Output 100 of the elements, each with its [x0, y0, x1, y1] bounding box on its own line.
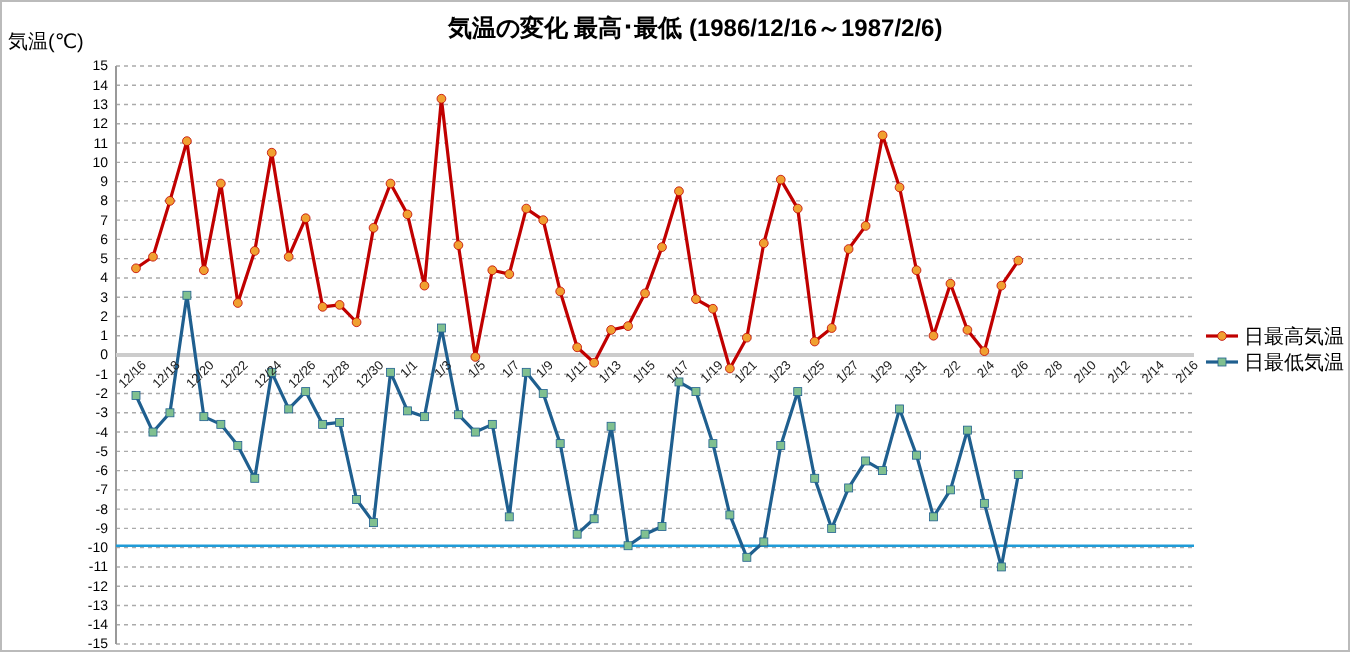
- point: [283, 251, 294, 262]
- point: [826, 323, 837, 333]
- point: [266, 147, 277, 158]
- point: [148, 251, 158, 262]
- point: [352, 495, 361, 504]
- point: [911, 265, 922, 276]
- point: [640, 529, 650, 539]
- point: [827, 524, 837, 533]
- point: [946, 485, 955, 495]
- point: [809, 336, 820, 347]
- point: [945, 278, 956, 289]
- point: [623, 541, 633, 551]
- point: [843, 244, 854, 254]
- point: [691, 387, 701, 397]
- point: [402, 209, 413, 220]
- point: [385, 178, 396, 189]
- point: [996, 562, 1006, 572]
- point: [691, 294, 701, 304]
- point: [216, 178, 226, 189]
- point: [996, 280, 1007, 291]
- legend-label: 日最低気温: [1244, 351, 1344, 375]
- point: [979, 498, 989, 508]
- point: [844, 483, 854, 493]
- point: [877, 130, 888, 141]
- point: [437, 323, 446, 333]
- chart-title: 気温の変化 最高･最低 (1986/12/16～1987/2/6): [445, 14, 943, 42]
- legend-label: 日最高気温: [1244, 325, 1344, 349]
- point: [775, 174, 786, 185]
- point: [708, 439, 718, 449]
- point: [759, 537, 769, 547]
- point: [351, 317, 362, 328]
- point: [963, 425, 972, 435]
- point: [487, 265, 498, 276]
- point: [708, 303, 718, 314]
- point: [589, 357, 599, 368]
- point: [572, 342, 582, 353]
- point: [317, 302, 328, 312]
- point: [759, 238, 769, 249]
- point: [860, 221, 871, 231]
- point: [504, 269, 515, 279]
- point: [165, 196, 175, 206]
- point: [386, 367, 395, 377]
- point: [792, 203, 803, 214]
- point: [894, 182, 905, 193]
- point: [436, 93, 447, 104]
- point: [725, 363, 735, 374]
- point: [182, 136, 192, 146]
- point: [165, 408, 175, 418]
- point: [962, 325, 973, 335]
- point: [657, 522, 667, 531]
- point: [606, 421, 616, 431]
- point: [810, 473, 820, 483]
- point: [470, 427, 480, 437]
- point: [131, 391, 141, 400]
- point: [182, 290, 192, 300]
- point: [895, 404, 904, 414]
- point: [199, 265, 209, 276]
- point: [403, 406, 412, 416]
- point: [487, 419, 497, 429]
- point: [1013, 470, 1023, 479]
- point: [233, 298, 243, 308]
- point: [1013, 255, 1024, 266]
- point: [538, 389, 548, 398]
- point: [521, 203, 532, 214]
- point: [369, 518, 378, 528]
- point: [420, 412, 429, 422]
- point: [284, 404, 294, 414]
- point: [334, 300, 345, 310]
- point: [928, 330, 939, 341]
- point: [233, 441, 243, 450]
- point: [249, 246, 260, 256]
- point: [640, 288, 650, 299]
- point: [589, 514, 599, 524]
- point: [300, 213, 311, 224]
- point: [368, 223, 379, 233]
- point: [742, 332, 752, 343]
- point: [453, 410, 463, 420]
- point: [555, 439, 565, 449]
- point: [555, 286, 565, 297]
- point: [742, 552, 752, 562]
- point: [453, 240, 464, 250]
- point: [606, 325, 616, 335]
- point: [878, 466, 887, 475]
- point: [521, 367, 531, 377]
- y-axis-title: 気温(℃): [8, 30, 84, 54]
- point: [793, 387, 803, 397]
- point: [131, 263, 141, 274]
- point: [318, 419, 328, 429]
- point: [335, 418, 345, 427]
- point: [148, 427, 158, 437]
- point: [657, 242, 667, 252]
- point: [929, 512, 938, 522]
- point: [776, 441, 786, 450]
- point: [912, 450, 921, 460]
- point: [419, 280, 430, 291]
- point: [861, 456, 871, 466]
- point: [572, 529, 582, 539]
- point: [216, 419, 226, 429]
- point: [538, 215, 549, 225]
- point: [674, 186, 684, 197]
